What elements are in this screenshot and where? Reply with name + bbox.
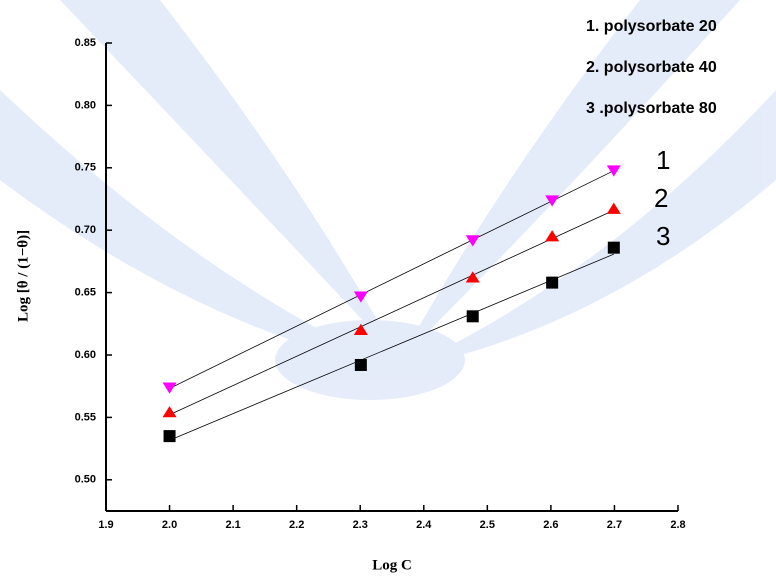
point: [545, 195, 560, 207]
point: [465, 271, 480, 283]
point: [354, 358, 367, 371]
y-tick-label: 0.85: [75, 37, 96, 49]
watermark: [0, 0, 776, 400]
legend-entry: 1. polysorbate 20: [586, 18, 717, 35]
x-tick-label: 2.5: [480, 519, 495, 531]
point: [353, 291, 368, 303]
legend-entry: 3 .polysorbate 80: [586, 100, 717, 117]
point: [162, 406, 177, 418]
point: [353, 323, 368, 335]
x-tick-label: 2.3: [353, 519, 368, 531]
x-tick-label: 2.0: [162, 519, 177, 531]
fit-line: [169, 253, 614, 441]
point: [607, 241, 620, 254]
line-annotation: 3: [656, 221, 670, 251]
x-axis-title: Log C: [372, 557, 412, 573]
x-tick-label: 2.7: [607, 519, 622, 531]
y-tick-label: 0.75: [75, 162, 96, 174]
y-tick-label: 0.55: [75, 411, 96, 423]
point: [162, 382, 177, 394]
y-tick-label: 0.50: [75, 474, 96, 486]
y-axis-title: Log [θ / (1−θ)]: [15, 230, 31, 322]
legend-entry: 2. polysorbate 40: [586, 59, 717, 76]
point: [163, 430, 176, 443]
y-tick-label: 0.70: [75, 224, 96, 236]
fit-line: [169, 170, 614, 389]
fit-line: [169, 209, 614, 416]
point: [606, 202, 621, 214]
point: [546, 276, 559, 289]
line-annotation: 2: [654, 183, 668, 213]
x-tick-label: 2.1: [225, 519, 240, 531]
x-tick-label: 2.8: [670, 519, 685, 531]
point: [606, 165, 621, 177]
x-tick-label: 2.6: [543, 519, 558, 531]
point: [466, 310, 479, 323]
y-tick-label: 0.65: [75, 287, 96, 299]
line-annotation: 1: [656, 145, 670, 175]
x-tick-label: 1.9: [98, 519, 113, 531]
y-tick-label: 0.80: [75, 99, 96, 111]
point: [545, 230, 560, 242]
point: [465, 235, 480, 247]
y-tick-label: 0.60: [75, 349, 96, 361]
x-tick-label: 2.2: [289, 519, 304, 531]
x-tick-label: 2.4: [416, 519, 432, 531]
